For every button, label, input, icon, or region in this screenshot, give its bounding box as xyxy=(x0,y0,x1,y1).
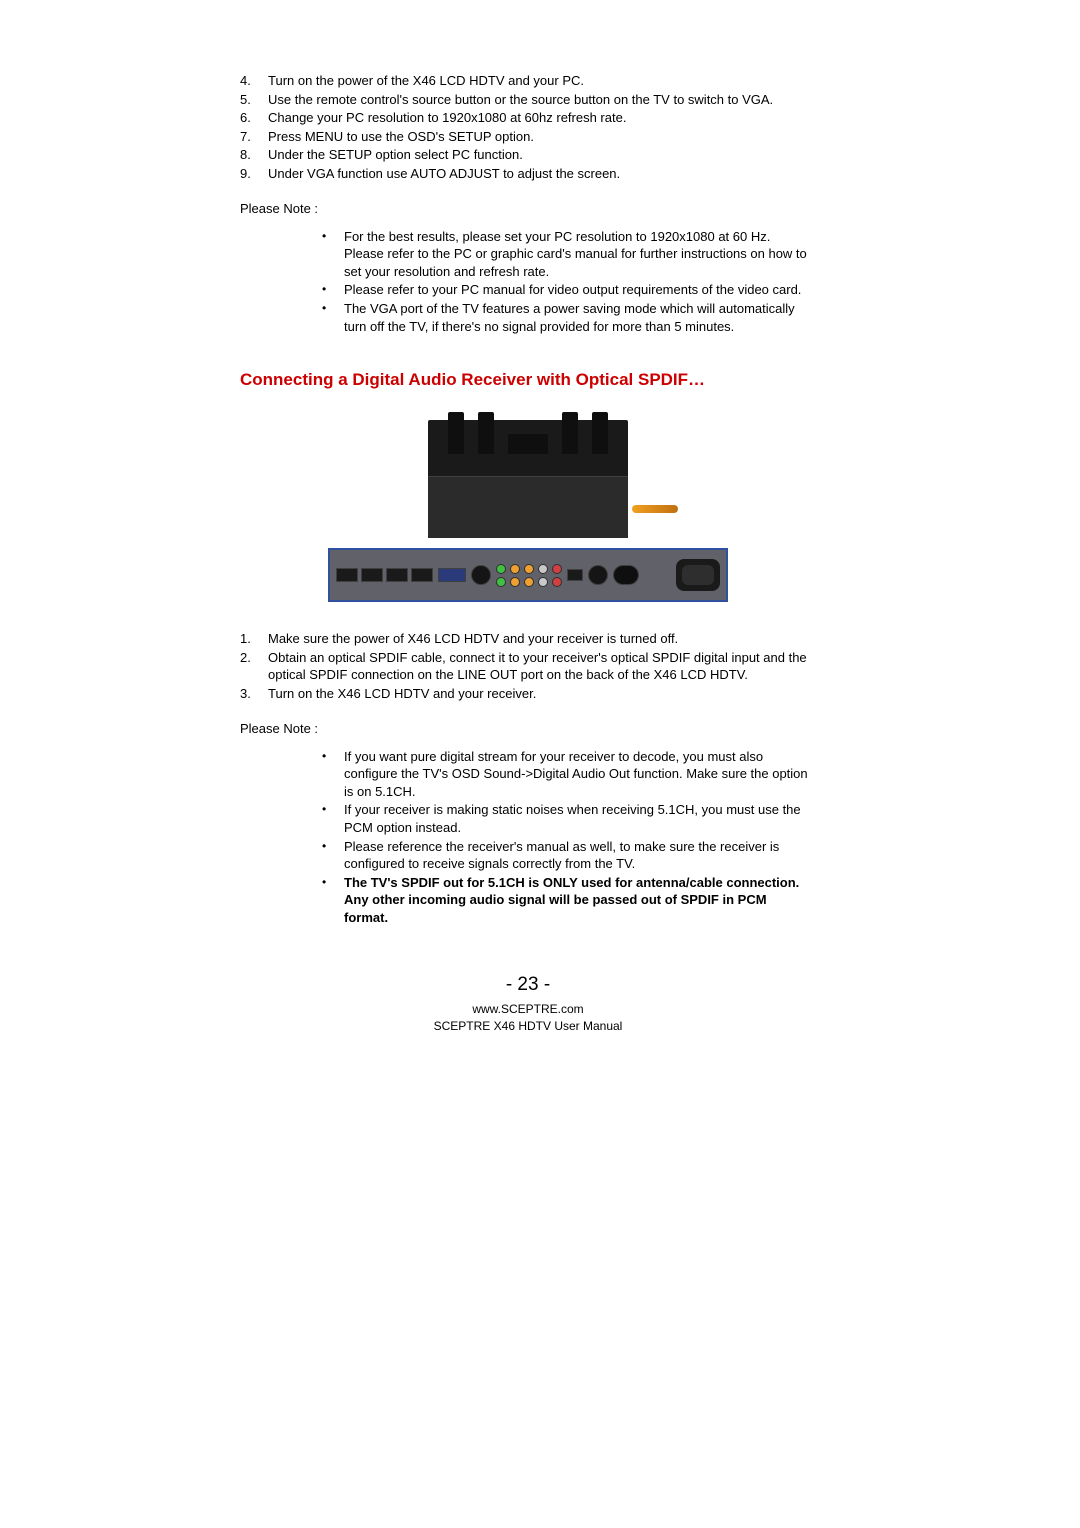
bullet-icon: • xyxy=(322,838,344,873)
list-number: 3. xyxy=(240,685,268,703)
setup-steps-list: 4.Turn on the power of the X46 LCD HDTV … xyxy=(240,72,816,182)
note-text: The VGA port of the TV features a power … xyxy=(344,300,816,335)
list-text: Under the SETUP option select PC functio… xyxy=(268,146,816,164)
list-item: 8.Under the SETUP option select PC funct… xyxy=(240,146,816,164)
note-text: Please reference the receiver's manual a… xyxy=(344,838,816,873)
bullet-icon: • xyxy=(322,874,344,927)
receiver-illustration xyxy=(428,420,628,538)
list-item: 2.Obtain an optical SPDIF cable, connect… xyxy=(240,649,816,684)
lower-notes-list: •If you want pure digital stream for you… xyxy=(240,748,816,926)
bullet-icon: • xyxy=(322,300,344,335)
bullet-icon: • xyxy=(322,281,344,299)
note-item: •If your receiver is making static noise… xyxy=(322,801,816,836)
list-text: Turn on the X46 LCD HDTV and your receiv… xyxy=(268,685,816,703)
tv-rear-panel xyxy=(328,548,728,602)
list-item: 6.Change your PC resolution to 1920x1080… xyxy=(240,109,816,127)
list-text: Use the remote control's source button o… xyxy=(268,91,816,109)
list-number: 6. xyxy=(240,109,268,127)
bullet-icon: • xyxy=(322,228,344,281)
section-heading-spdif: Connecting a Digital Audio Receiver with… xyxy=(240,369,816,392)
bullet-icon: • xyxy=(322,748,344,801)
note-item: •The TV's SPDIF out for 5.1CH is ONLY us… xyxy=(322,874,816,927)
speakers-illustration xyxy=(448,412,608,457)
spdif-steps-list: 1.Make sure the power of X46 LCD HDTV an… xyxy=(240,630,816,702)
list-number: 5. xyxy=(240,91,268,109)
connection-diagram xyxy=(328,420,728,602)
bullet-icon: • xyxy=(322,801,344,836)
list-number: 2. xyxy=(240,649,268,684)
power-socket-icon xyxy=(676,559,720,591)
list-number: 8. xyxy=(240,146,268,164)
list-text: Under VGA function use AUTO ADJUST to ad… xyxy=(268,165,816,183)
list-item: 3.Turn on the X46 LCD HDTV and your rece… xyxy=(240,685,816,703)
footer-manual-title: SCEPTRE X46 HDTV User Manual xyxy=(240,1018,816,1035)
list-number: 1. xyxy=(240,630,268,648)
list-number: 7. xyxy=(240,128,268,146)
amplifier-illustration xyxy=(428,476,628,538)
page-footer: - 23 - www.SCEPTRE.com SCEPTRE X46 HDTV … xyxy=(240,972,816,1034)
please-note-label-1: Please Note : xyxy=(240,200,816,218)
list-item: 9.Under VGA function use AUTO ADJUST to … xyxy=(240,165,816,183)
upper-notes-list: •For the best results, please set your P… xyxy=(240,228,816,335)
list-text: Change your PC resolution to 1920x1080 a… xyxy=(268,109,816,127)
list-text: Turn on the power of the X46 LCD HDTV an… xyxy=(268,72,816,90)
note-item: •Please refer to your PC manual for vide… xyxy=(322,281,816,299)
list-text: Obtain an optical SPDIF cable, connect i… xyxy=(268,649,816,684)
note-item: •If you want pure digital stream for you… xyxy=(322,748,816,801)
list-item: 4.Turn on the power of the X46 LCD HDTV … xyxy=(240,72,816,90)
please-note-label-2: Please Note : xyxy=(240,720,816,738)
note-item: •Please reference the receiver's manual … xyxy=(322,838,816,873)
note-item: •For the best results, please set your P… xyxy=(322,228,816,281)
note-item: •The VGA port of the TV features a power… xyxy=(322,300,816,335)
note-text: Please refer to your PC manual for video… xyxy=(344,281,816,299)
note-text: The TV's SPDIF out for 5.1CH is ONLY use… xyxy=(344,874,816,927)
note-text: For the best results, please set your PC… xyxy=(344,228,816,281)
note-text: If your receiver is making static noises… xyxy=(344,801,816,836)
list-text: Make sure the power of X46 LCD HDTV and … xyxy=(268,630,816,648)
list-item: 7.Press MENU to use the OSD's SETUP opti… xyxy=(240,128,816,146)
list-item: 5.Use the remote control's source button… xyxy=(240,91,816,109)
list-number: 9. xyxy=(240,165,268,183)
list-number: 4. xyxy=(240,72,268,90)
footer-url: www.SCEPTRE.com xyxy=(240,1001,816,1018)
list-item: 1.Make sure the power of X46 LCD HDTV an… xyxy=(240,630,816,648)
page-number: - 23 - xyxy=(240,972,816,999)
list-text: Press MENU to use the OSD's SETUP option… xyxy=(268,128,816,146)
manual-page: 4.Turn on the power of the X46 LCD HDTV … xyxy=(240,72,816,1034)
note-text: If you want pure digital stream for your… xyxy=(344,748,816,801)
